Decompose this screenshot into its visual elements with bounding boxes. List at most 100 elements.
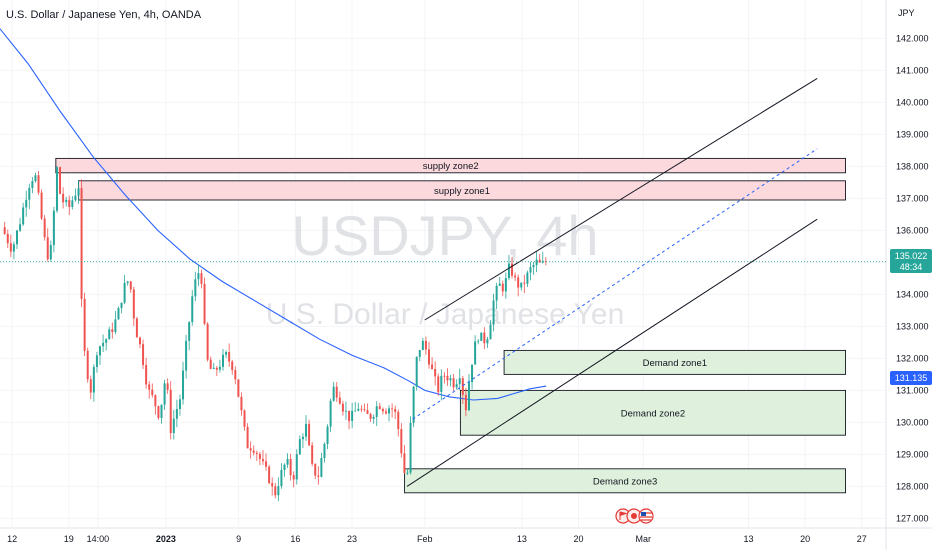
candle-body	[212, 367, 215, 369]
candle-body	[175, 408, 178, 419]
candle-body	[486, 339, 489, 344]
candle-body	[351, 410, 354, 422]
candle-body	[464, 394, 467, 411]
y-tick-label: 127.000	[896, 513, 929, 523]
candle-body	[249, 448, 252, 451]
candle-body	[252, 450, 255, 453]
candle-body	[206, 323, 209, 360]
channel-upper-line[interactable]	[424, 77, 818, 321]
candle-body	[452, 378, 455, 388]
candle-body	[74, 195, 77, 201]
candle-body	[440, 375, 443, 393]
candle-body	[25, 199, 28, 208]
candle-body	[397, 411, 400, 430]
candle-body	[474, 341, 477, 365]
candle-body	[108, 329, 111, 340]
candle-body	[311, 445, 314, 464]
candle-body	[160, 404, 163, 418]
candle-body	[467, 382, 470, 411]
x-tick-label: Feb	[417, 534, 433, 544]
zone-label: supply zone1	[434, 186, 490, 197]
candle-body	[372, 416, 375, 419]
candle-body	[332, 386, 335, 401]
candle-body	[295, 454, 298, 480]
event-icons[interactable]	[615, 508, 654, 524]
candle-body	[317, 475, 320, 477]
candle-body	[163, 383, 166, 405]
candle-body	[86, 350, 89, 380]
currency-label: JPY	[898, 8, 915, 18]
candle-body	[415, 356, 418, 387]
candle-body	[31, 181, 34, 188]
x-tick-label: 14:00	[87, 534, 110, 544]
candle-body	[366, 410, 369, 414]
candle-body	[471, 364, 474, 383]
x-tick-label: 13	[743, 534, 753, 544]
candle-body	[135, 318, 138, 338]
candle-body	[412, 386, 415, 423]
candle-body	[194, 279, 197, 297]
candle-body	[65, 199, 68, 203]
candle-body	[391, 408, 394, 410]
candle-body	[52, 210, 55, 246]
y-tick-label: 128.000	[896, 481, 929, 491]
channel-lower-line[interactable]	[406, 218, 818, 487]
candle-body	[182, 370, 185, 400]
candle-body	[209, 359, 212, 369]
candle-body	[99, 346, 102, 356]
us-flag-icon[interactable]	[638, 508, 654, 524]
price-badge	[890, 249, 932, 273]
candle-body	[3, 227, 6, 234]
candle-body	[145, 365, 148, 385]
candle-body	[246, 426, 249, 449]
x-axis[interactable]: 12 19 14:00 2023 9 16 23 Feb 13 20 Mar 13 20 27	[7, 534, 867, 544]
candle-body	[197, 273, 200, 280]
candle-body	[388, 408, 391, 414]
candle-body	[221, 354, 224, 367]
candle-body	[237, 379, 240, 397]
candle-body	[258, 454, 261, 460]
candle-body	[111, 329, 114, 333]
candle-body	[240, 396, 243, 411]
candle-body	[344, 410, 347, 412]
candle-body	[354, 410, 357, 412]
supply-zone[interactable]	[55, 157, 846, 174]
candle-body	[71, 200, 74, 207]
candle-body	[15, 230, 18, 245]
candle-body	[535, 259, 538, 266]
candle-body	[126, 281, 129, 283]
candle-body	[314, 463, 317, 476]
zones-layer: supply zone2 supply zone1 Demand zone1 Dema…	[55, 157, 846, 494]
x-tick-label: 20	[800, 534, 810, 544]
demand-zone[interactable]	[503, 349, 846, 375]
candle-body	[520, 282, 523, 288]
y-tick-label: 137.000	[896, 193, 929, 203]
demand-zone[interactable]	[459, 389, 846, 436]
candle-body	[403, 453, 406, 473]
candle-body	[434, 368, 437, 377]
candle-body	[301, 436, 304, 440]
candle-body	[461, 378, 464, 395]
demand-zone[interactable]	[404, 468, 846, 494]
y-tick-label: 129.000	[896, 449, 929, 459]
candle-body	[191, 296, 194, 322]
x-tick-label: 19	[64, 534, 74, 544]
candle-body	[394, 409, 397, 412]
candle-body	[225, 352, 228, 355]
candle-body	[114, 319, 117, 333]
chart-title: U.S. Dollar / Japanese Yen, 4h, OANDA	[6, 9, 202, 21]
candle-body	[431, 364, 434, 369]
candle-body	[418, 349, 421, 357]
candle-body	[323, 443, 326, 459]
candle-body	[437, 376, 440, 393]
candle-body	[532, 265, 535, 268]
candle-body	[83, 298, 86, 351]
channel-layer	[406, 77, 818, 487]
candle-body	[62, 193, 65, 203]
candle-body	[154, 395, 157, 407]
candle-body	[428, 349, 431, 365]
flag-icon[interactable]	[615, 508, 631, 524]
candle-body	[9, 243, 12, 252]
